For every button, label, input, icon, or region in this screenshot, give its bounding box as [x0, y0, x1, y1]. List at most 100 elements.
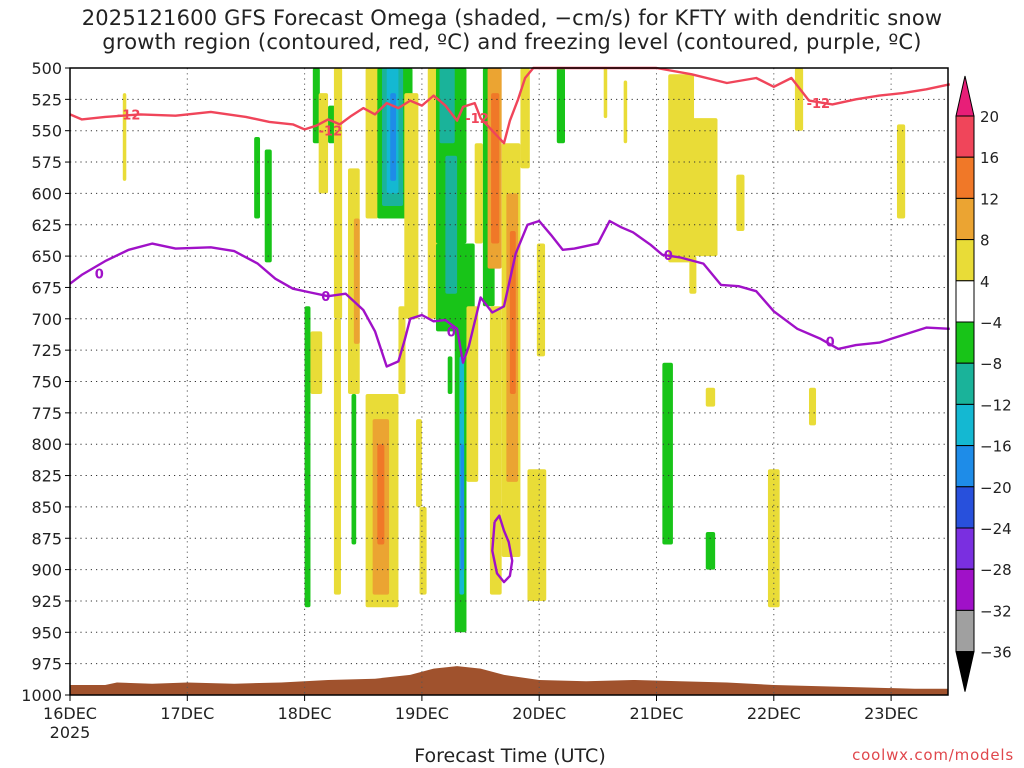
- y-tick-label: 975: [31, 655, 62, 674]
- contour-label: -12: [117, 108, 141, 123]
- y-tick-label: 1000: [21, 686, 62, 705]
- y-tick-label: 575: [31, 153, 62, 172]
- y-tick-label: 725: [31, 341, 62, 360]
- x-tick-label: 17DEC: [160, 704, 214, 723]
- y-tick-label: 650: [31, 247, 62, 266]
- contour-line: [69, 66, 951, 145]
- y-tick-label: 700: [31, 310, 62, 329]
- omega-cell: [705, 531, 716, 570]
- omega-cell: [377, 444, 385, 545]
- colorbar-bin: [955, 403, 975, 447]
- colorbar-arrow-top: [955, 75, 975, 117]
- colorbar-label: −28: [980, 561, 1012, 579]
- y-tick-label: 800: [31, 435, 62, 454]
- y-tick-label: 775: [31, 404, 62, 423]
- omega-cell: [489, 306, 502, 595]
- omega-cell: [447, 356, 453, 395]
- y-tick-label: 550: [31, 122, 62, 141]
- omega-cell: [691, 118, 718, 257]
- omega-cell: [808, 387, 817, 426]
- omega-cell: [668, 74, 695, 263]
- contour-label: 0: [447, 325, 456, 340]
- omega-cell: [333, 318, 341, 595]
- chart-title-line2: growth region (contoured, red, ºC) and f…: [102, 30, 922, 54]
- y-tick-label: 625: [31, 216, 62, 235]
- omega-cell: [416, 419, 422, 507]
- colorbar-label: −12: [980, 396, 1012, 414]
- omega-cell: [527, 469, 547, 601]
- omega-cell: [404, 93, 419, 319]
- colorbar-label: −20: [980, 479, 1012, 497]
- x-tick-label: 16DEC: [43, 704, 97, 723]
- x-axis: 16DEC 17DEC 18DEC 19DEC 20DEC 21DEC 22DEC 23DEC…: [43, 695, 918, 742]
- colorbar-bin: [955, 609, 975, 653]
- x-year-label: 2025: [50, 723, 91, 742]
- colorbar-bin: [955, 527, 975, 570]
- colorbar-label: −16: [980, 438, 1012, 456]
- omega-cell: [122, 93, 127, 181]
- omega-cell: [536, 243, 546, 357]
- omega-cell: [896, 124, 906, 219]
- omega-cell: [390, 93, 397, 181]
- omega-cell: [254, 136, 261, 219]
- colorbar-bin: [955, 568, 975, 611]
- colorbar-bin: [955, 362, 975, 405]
- omega-cell: [662, 362, 673, 545]
- x-tick-label: 19DEC: [395, 704, 449, 723]
- omega-cell: [318, 93, 329, 194]
- grid-lines: [69, 67, 948, 696]
- x-axis-label: Forecast Time (UTC): [414, 745, 606, 767]
- contour-label: -12: [465, 112, 489, 127]
- x-tick-label: 23DEC: [864, 704, 918, 723]
- y-tick-label: 675: [31, 278, 62, 297]
- chart-title-line1: 2025121600 GFS Forecast Omega (shaded, −…: [81, 6, 943, 30]
- colorbar-bin: [955, 115, 975, 158]
- contour-labels: -12 -12 -12 -12 0 0 0 0 0: [95, 97, 835, 350]
- colorbar: 20 16 12 8 4 −4 −8 −12 −16 −20 −24 −28 −32 −36: [955, 75, 1012, 692]
- omega-cell: [623, 80, 628, 144]
- y-tick-label: 925: [31, 592, 62, 611]
- omega-cell: [767, 469, 780, 608]
- contour-lines: [69, 66, 951, 584]
- colorbar-label: 4: [980, 273, 990, 291]
- omega-cell: [556, 68, 566, 144]
- contour-label: 0: [95, 268, 104, 283]
- omega-cell: [310, 331, 323, 395]
- colorbar-label: −32: [980, 602, 1012, 620]
- omega-cell: [474, 143, 483, 244]
- colorbar-bin: [955, 239, 975, 282]
- colorbar-bin: [955, 445, 975, 488]
- omega-cell: [445, 155, 458, 294]
- omega-cell: [460, 444, 465, 570]
- contour-label: -12: [807, 97, 831, 112]
- colorbar-label: 8: [980, 232, 990, 250]
- colorbar-label: 16: [980, 149, 999, 167]
- omega-cell: [603, 68, 608, 119]
- y-tick-label: 900: [31, 561, 62, 580]
- omega-cell: [351, 394, 357, 545]
- x-tick-label: 22DEC: [747, 704, 801, 723]
- omega-cell: [419, 506, 427, 595]
- omega-cell: [304, 306, 311, 608]
- terrain-area: [70, 666, 948, 695]
- colorbar-bin: [955, 197, 975, 241]
- contour-line: [69, 219, 950, 368]
- x-tick-label: 20DEC: [512, 704, 566, 723]
- omega-cell: [264, 149, 272, 263]
- colorbar-bin: [955, 321, 975, 364]
- omega-shading: [122, 68, 906, 633]
- terrain: [70, 666, 948, 695]
- contour-label: 0: [826, 335, 835, 350]
- omega-cell: [520, 68, 530, 169]
- colorbar-label: −36: [980, 644, 1012, 662]
- colorbar-bin: [955, 486, 975, 529]
- credit-text: coolwx.com/models: [852, 746, 1014, 764]
- contour-label: 0: [321, 290, 330, 305]
- y-axis: 500 525 550 575 600 625 650 675 700 725 750 775 800 8…: [21, 59, 70, 705]
- colorbar-bin: [955, 156, 975, 199]
- omega-cell: [689, 256, 697, 294]
- contour-label: -12: [319, 125, 343, 140]
- colorbar-bin: [955, 280, 975, 323]
- y-tick-label: 950: [31, 623, 62, 642]
- omega-cell: [736, 174, 745, 232]
